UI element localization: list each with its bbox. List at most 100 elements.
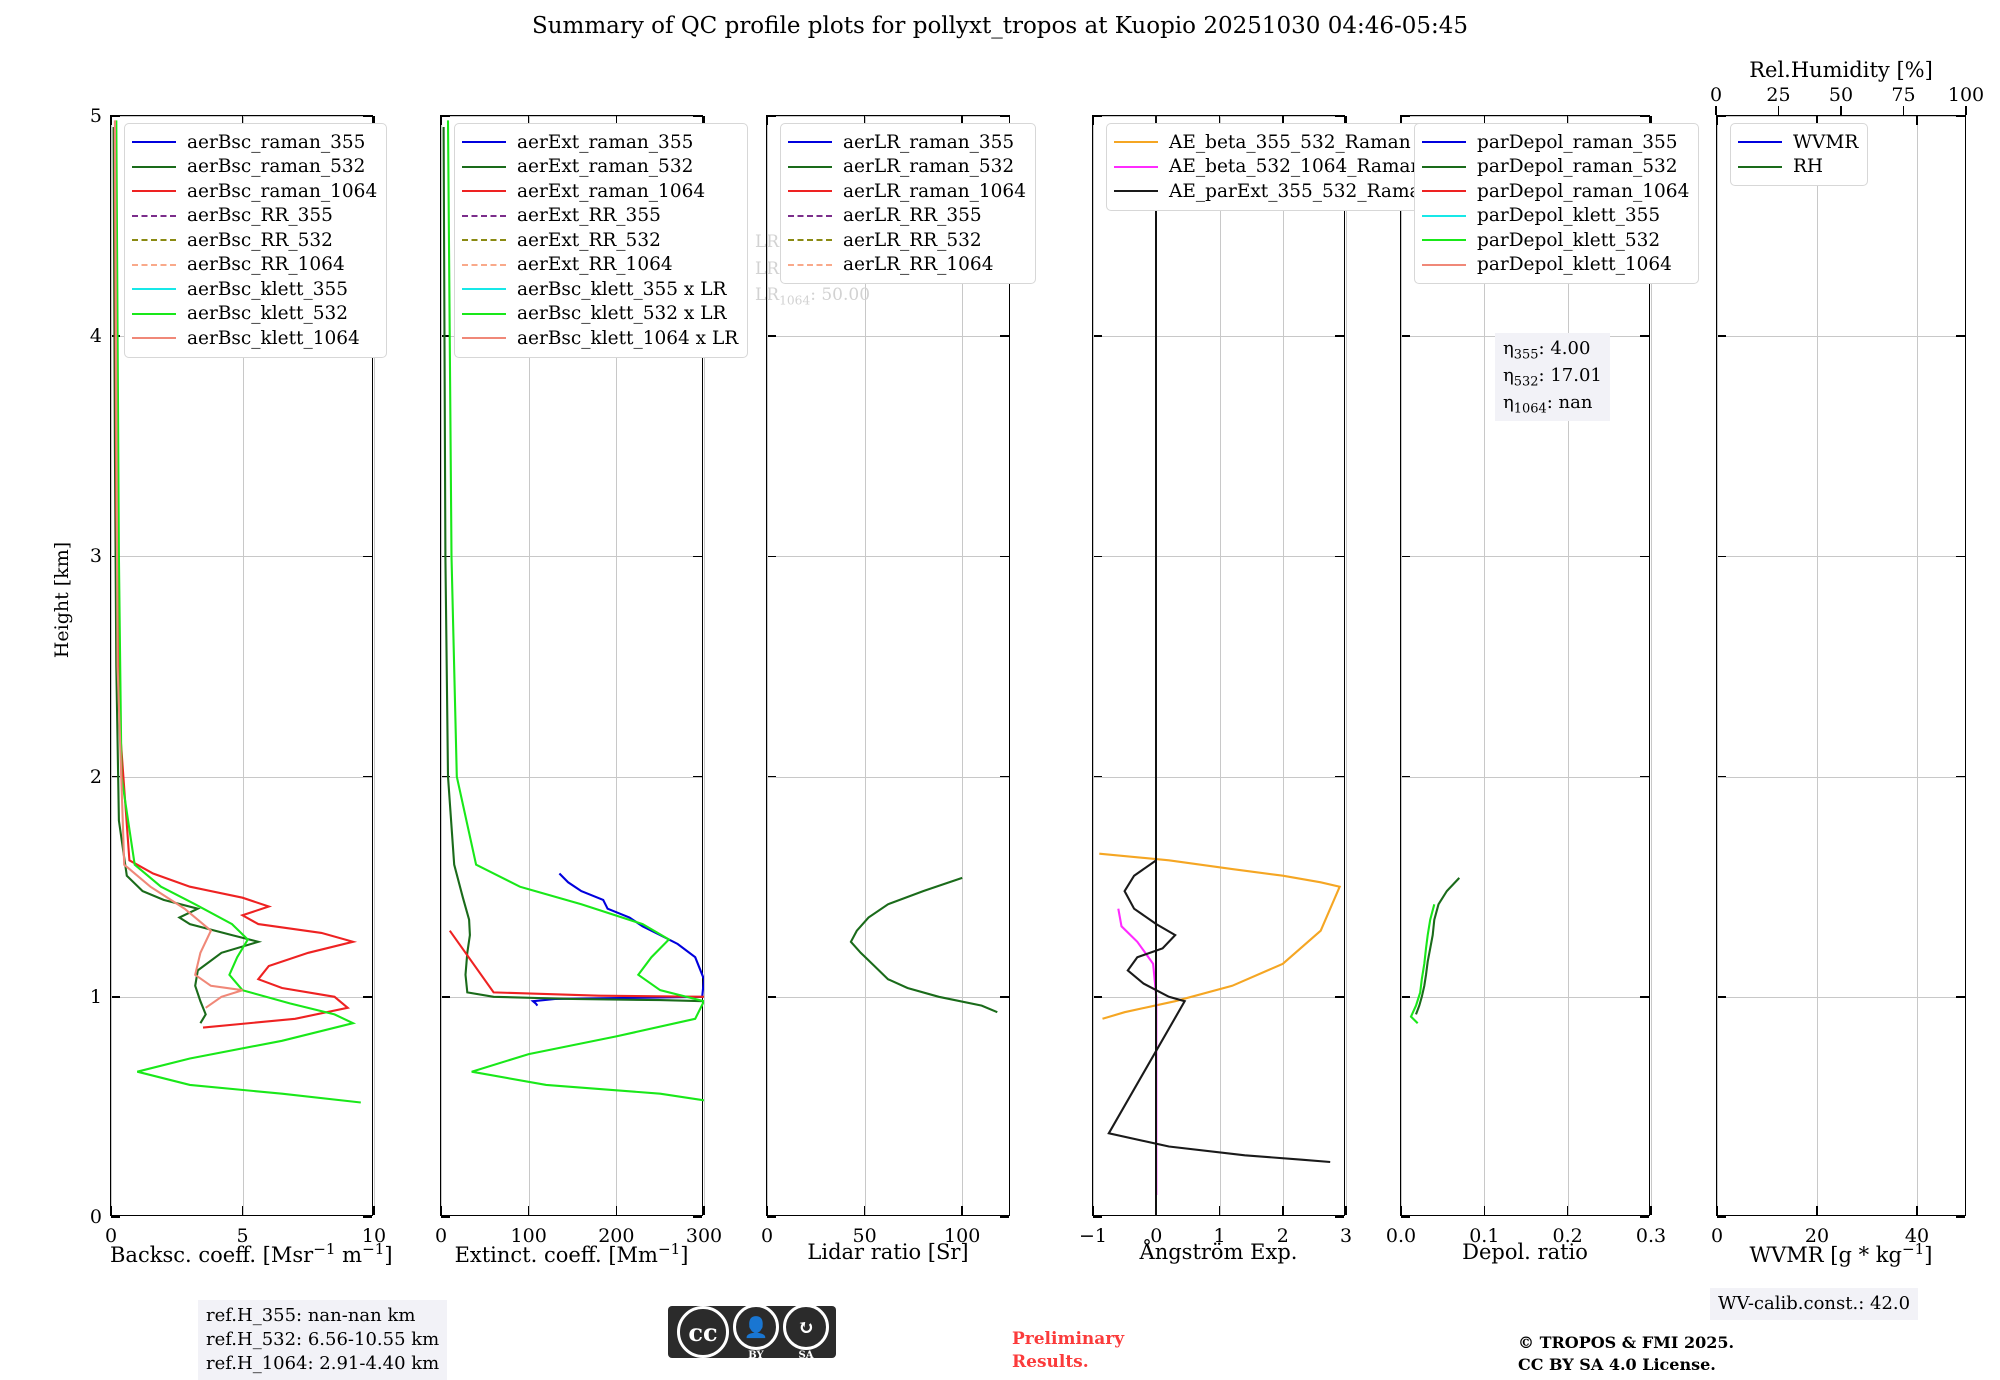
series-line-aerExt_raman_355 [530,872,704,1007]
legend-item[interactable]: aerExt_raman_355 [462,130,738,155]
y-tick-mark [1956,335,1965,337]
series-line-aerExt_raman_532 [442,126,704,1003]
legend-item[interactable]: aerBsc_klett_1064 x LR [462,326,738,351]
legend-item[interactable]: aerBsc_klett_1064 [132,326,377,351]
y-tick-mark [363,775,372,778]
x-tick-mark [1916,116,1918,125]
legend-item[interactable]: WVMR [1738,130,1858,155]
legend-swatch-line-icon [788,263,832,266]
x-axis-label-lidar-ratio: Lidar ratio [Sr] [807,1240,969,1264]
legend-extinction[interactable]: aerExt_raman_355 aerExt_raman_532 aerExt_r… [454,123,749,358]
grid-line-v [1651,116,1652,1215]
y-tick-mark [1717,115,1726,117]
legend-swatch-line-icon [788,239,832,242]
legend-item[interactable]: aerBsc_raman_1064 [132,179,377,204]
legend-swatch-line-icon [462,165,506,168]
legend-item[interactable]: aerExt_RR_355 [462,204,738,229]
legend-item[interactable]: aerBsc_RR_355 [132,204,377,229]
legend-item[interactable]: parDepol_raman_532 [1422,155,1689,180]
legend-item[interactable]: AE_beta_532_1064_Raman [1114,155,1432,180]
legend-item[interactable]: aerBsc_raman_355 [132,130,377,155]
y-tick-label: 0 [89,1206,102,1228]
x-tick-mark [1400,1206,1402,1215]
legend-lidar-ratio[interactable]: aerLR_raman_355 aerLR_raman_532 aerLR_rama… [780,123,1036,284]
legend-item[interactable]: RH [1738,155,1858,180]
legend-item[interactable]: aerBsc_RR_1064 [132,253,377,278]
y-tick-mark [111,115,120,117]
legend-item[interactable]: parDepol_raman_355 [1422,130,1689,155]
legend-wvmr[interactable]: WVMR RH [1730,123,1869,186]
grid-line-v [616,116,618,1215]
legend-item[interactable]: aerExt_raman_1064 [462,179,738,204]
data-curves [1099,852,1342,1195]
legend-item[interactable]: AE_beta_355_532_Raman [1114,130,1432,155]
legend-item[interactable]: aerBsc_raman_532 [132,155,377,180]
x-tick-mark [1716,1206,1718,1215]
legend-item[interactable]: parDepol_raman_1064 [1422,179,1689,204]
y-tick-mark [363,115,372,117]
grid-line-v [704,116,705,1215]
legend-label: aerBsc_RR_1064 [187,254,345,276]
legend-item[interactable]: aerLR_RR_1064 [788,253,1026,278]
legend-item[interactable]: aerLR_RR_532 [788,228,1026,253]
legend-label: aerExt_RR_532 [517,229,661,251]
legend-item[interactable]: aerLR_raman_1064 [788,179,1026,204]
y-tick-mark [1956,115,1965,117]
legend-item[interactable]: aerBsc_klett_532 x LR [462,302,738,327]
x-tick-label: 0.2 [1552,1225,1583,1247]
legend-item[interactable]: aerBsc_klett_532 [132,302,377,327]
legend-label: parDepol_raman_355 [1477,131,1678,153]
legend-label: aerBsc_RR_532 [187,229,333,251]
creative-commons-by-sa-icon[interactable]: cc 👤 BY ↻ SA [668,1303,836,1361]
legend-item[interactable]: aerExt_RR_1064 [462,253,738,278]
legend-item[interactable]: aerExt_raman_532 [462,155,738,180]
grid-line-h [1093,336,1344,338]
y-tick-mark [693,115,702,117]
x-axis-label-backscatter: Backsc. coeff. [Msr−1 m−1] [110,1240,393,1267]
x-axis-label-angstrom: Ångström Exp. [1139,1240,1298,1264]
legend-item[interactable]: AE_parExt_355_532_Raman [1114,179,1432,204]
legend-item[interactable]: aerBsc_RR_532 [132,228,377,253]
y-tick-mark [1640,775,1649,778]
legend-item[interactable]: aerExt_RR_532 [462,228,738,253]
x-tick-mark [615,1206,618,1215]
x-tick-label: 0.3 [1635,1225,1667,1247]
legend-backscatter[interactable]: aerBsc_raman_355 aerBsc_raman_532 aerBsc_r… [124,123,388,358]
legend-item[interactable]: aerLR_RR_355 [788,204,1026,229]
grid-line-v [111,116,112,1215]
y-tick-mark [1401,115,1410,117]
y-tick-mark [1335,555,1344,558]
legend-label: parDepol_raman_1064 [1477,180,1690,202]
top-tick-label: 0 [1709,84,1723,106]
legend-label: AE_beta_532_1064_Raman [1169,156,1423,178]
grid-line-h [1093,116,1344,117]
legend-label: aerLR_raman_532 [843,156,1015,178]
y-tick-label: 4 [89,325,102,348]
grid-line-h [111,116,372,117]
y-tick-mark [1000,996,1009,998]
y-tick-mark [767,1216,776,1218]
legend-item[interactable]: aerBsc_klett_355 [132,277,377,302]
legend-item[interactable]: aerLR_raman_355 [788,130,1026,155]
x-tick-label: 0 [104,1225,118,1247]
x-tick-label: 100 [944,1225,981,1247]
legend-swatch-line-icon [132,141,176,144]
grid-line-v [1401,116,1402,1215]
legend-label: aerBsc_klett_1064 [187,327,360,349]
legend-item[interactable]: parDepol_klett_1064 [1422,253,1689,278]
legend-label: aerLR_raman_1064 [843,180,1026,202]
y-tick-mark [693,775,702,778]
eta-annotation-line: η355: 4.00 [1503,338,1591,363]
x-tick-label: 0.0 [1385,1225,1417,1247]
legend-item[interactable]: aerBsc_klett_355 x LR [462,277,738,302]
y-tick-mark [111,996,120,998]
legend-swatch-line-icon [1738,165,1782,168]
grid-line-h [767,996,1009,998]
legend-item[interactable]: parDepol_klett_532 [1422,228,1689,253]
x-tick-label: 300 [685,1225,723,1247]
legend-item[interactable]: parDepol_klett_355 [1422,204,1689,229]
legend-depol-ratio[interactable]: parDepol_raman_355 parDepol_raman_532 parD… [1414,123,1700,284]
legend-swatch-line-icon [132,288,176,291]
legend-angstrom[interactable]: AE_beta_355_532_Raman AE_beta_532_1064_Ra… [1106,123,1443,211]
legend-item[interactable]: aerLR_raman_532 [788,155,1026,180]
